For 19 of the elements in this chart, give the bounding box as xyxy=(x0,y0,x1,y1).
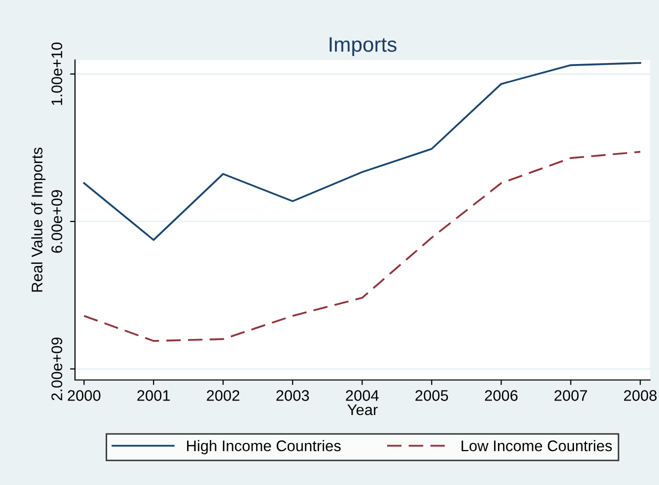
x-tick-label: 2005 xyxy=(415,390,448,401)
x-tick-label: 2008 xyxy=(624,390,657,401)
y-axis-title: Real Value of Imports xyxy=(31,148,46,292)
chart-title: Imports xyxy=(330,37,396,56)
x-tick-label: 2001 xyxy=(137,390,170,401)
y-tick-label: 6.00e+09 xyxy=(51,190,62,253)
x-tick-label: 2003 xyxy=(276,390,309,401)
x-tick-label: 2007 xyxy=(554,390,587,401)
x-tick-label: 2006 xyxy=(484,390,518,401)
line-series xyxy=(83,62,642,241)
x-tick-label: 2004 xyxy=(346,390,379,401)
y-tick-label: 1.00e+10 xyxy=(51,42,62,105)
x-tick-label: 2002 xyxy=(206,390,240,401)
legend-label: High Income Countries xyxy=(187,440,341,454)
legend-label: Low Income Countries xyxy=(462,440,612,452)
x-axis-title: Year xyxy=(347,404,378,416)
x-tick-label: 2000 xyxy=(68,390,100,401)
line-series xyxy=(83,150,642,342)
y-tick-label: 2.00e+09 xyxy=(51,338,62,400)
